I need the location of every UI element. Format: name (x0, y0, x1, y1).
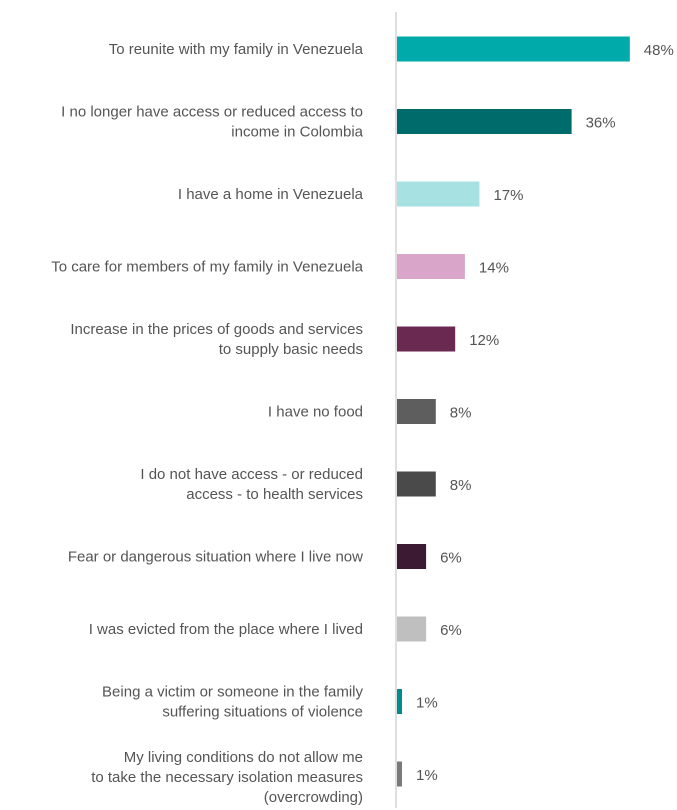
category-label-line: access - to health services (186, 486, 363, 503)
category-label-line: My living conditions do not allow me (124, 749, 363, 766)
bar-4 (397, 326, 456, 352)
value-label-4: 12% (469, 332, 499, 349)
bars-group (397, 36, 630, 787)
category-label-line: Being a victim or someone in the family (102, 684, 363, 701)
category-label-1: I no longer have access or reduced acces… (61, 104, 363, 141)
category-label-line: income in Colombia (231, 124, 363, 141)
category-label-5: I have no food (268, 404, 363, 421)
category-label-line: to supply basic needs (219, 341, 363, 358)
category-label-0: To reunite with my family in Venezuela (109, 41, 364, 58)
value-label-10: 1% (416, 767, 438, 784)
value-label-1: 36% (586, 115, 616, 132)
value-labels-group: 48% 36% 17% 14% 12% 8% 8% 6% 6% 1% 1% (416, 42, 674, 784)
category-label-8: I was evicted from the place where I liv… (89, 621, 363, 638)
bar-9 (397, 689, 402, 714)
category-label-line: Increase in the prices of goods and serv… (70, 321, 363, 338)
category-label-10: My living conditions do not allow me to t… (91, 749, 363, 806)
bar-10 (397, 761, 402, 787)
bar-8 (397, 616, 427, 642)
category-label-line: I have no food (268, 404, 363, 421)
category-label-line: I was evicted from the place where I liv… (89, 621, 363, 638)
value-label-8: 6% (440, 622, 462, 639)
bar-0 (397, 36, 630, 62)
value-label-5: 8% (450, 405, 472, 422)
category-label-9: Being a victim or someone in the family s… (102, 684, 363, 721)
category-label-line: To care for members of my family in Vene… (51, 259, 363, 276)
value-label-3: 14% (479, 260, 509, 277)
category-label-line: Fear or dangerous situation where I live… (68, 549, 363, 566)
bar-6 (397, 471, 436, 497)
category-labels-group: To reunite with my family in Venezuela I … (51, 41, 363, 806)
category-label-6: I do not have access - or reduced access … (140, 466, 363, 503)
category-label-line: I do not have access - or reduced (140, 466, 363, 483)
category-label-line: I no longer have access or reduced acces… (61, 104, 363, 121)
category-label-7: Fear or dangerous situation where I live… (68, 549, 363, 566)
value-label-9: 1% (416, 695, 438, 712)
bar-5 (397, 399, 436, 424)
category-label-line: to take the necessary isolation measures (91, 769, 363, 786)
category-label-3: To care for members of my family in Vene… (51, 259, 363, 276)
bar-1 (397, 109, 572, 134)
category-label-line: (overcrowding) (264, 789, 363, 806)
category-label-line: I have a home in Venezuela (178, 186, 364, 203)
bar-7 (397, 544, 427, 569)
value-label-2: 17% (493, 187, 523, 204)
category-label-4: Increase in the prices of goods and serv… (70, 321, 363, 358)
category-label-2: I have a home in Venezuela (178, 186, 364, 203)
bar-2 (397, 181, 480, 207)
value-label-7: 6% (440, 550, 462, 567)
category-label-line: suffering situations of violence (162, 704, 363, 721)
bar-3 (397, 254, 465, 279)
value-label-6: 8% (450, 477, 472, 494)
value-label-0: 48% (644, 42, 674, 59)
category-label-line: To reunite with my family in Venezuela (109, 41, 364, 58)
